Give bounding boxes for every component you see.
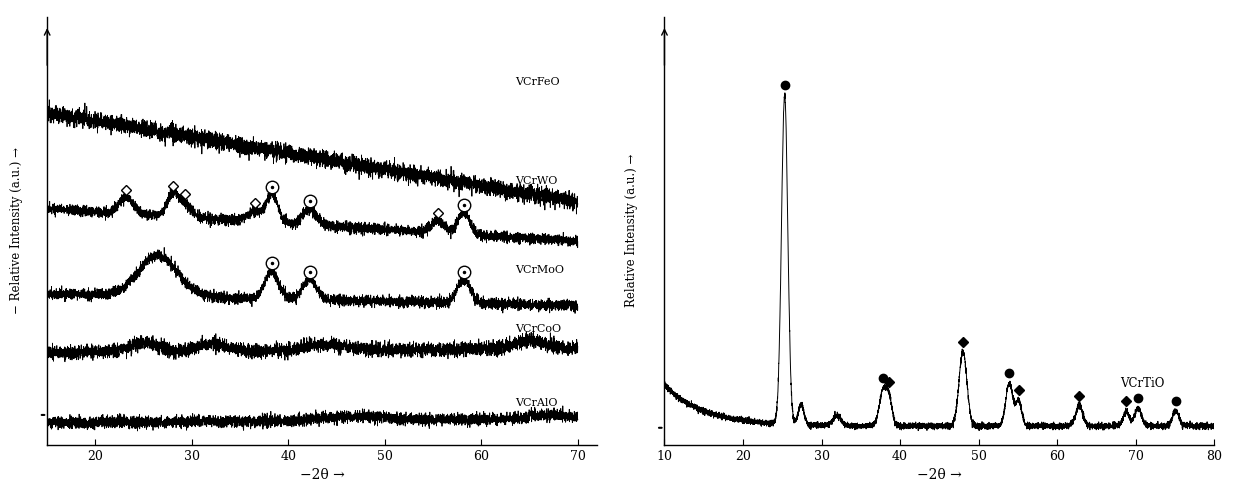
Text: VCrCoO: VCrCoO bbox=[515, 324, 561, 334]
X-axis label: −2θ →: −2θ → bbox=[917, 469, 961, 483]
Text: VCrMoO: VCrMoO bbox=[515, 265, 564, 275]
Text: VCrFeO: VCrFeO bbox=[515, 77, 560, 87]
X-axis label: −2θ →: −2θ → bbox=[300, 469, 344, 483]
Text: VCrAlO: VCrAlO bbox=[515, 398, 558, 408]
Text: VCrTiO: VCrTiO bbox=[1120, 377, 1165, 390]
Text: VCrWO: VCrWO bbox=[515, 177, 558, 187]
Text: − Relative Intensity (a.u.) →: − Relative Intensity (a.u.) → bbox=[10, 147, 24, 314]
Text: Relative Intensity (a.u.) →: Relative Intensity (a.u.) → bbox=[624, 154, 638, 307]
